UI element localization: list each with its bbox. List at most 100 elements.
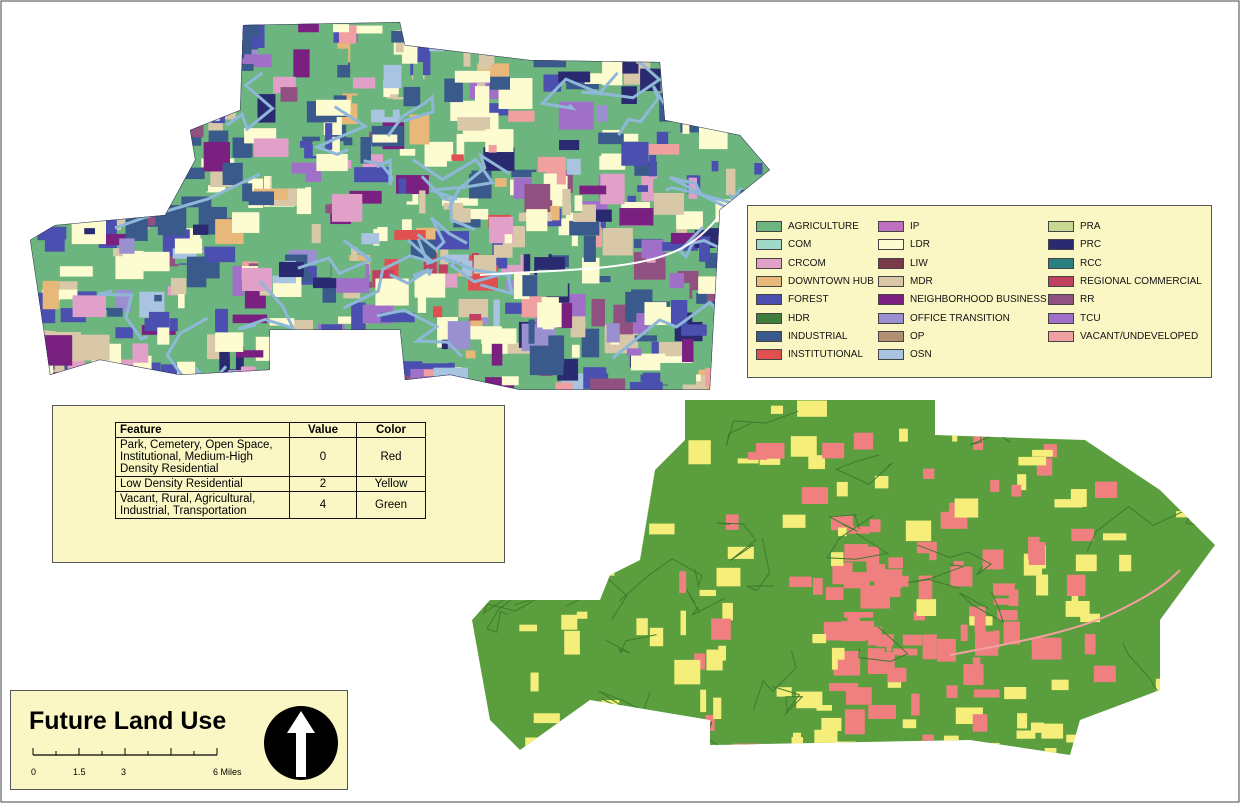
land-parcel — [140, 85, 174, 110]
land-parcel — [353, 25, 383, 34]
land-parcel — [325, 48, 349, 65]
suitability-parcel — [1075, 554, 1097, 572]
table-header: Value — [289, 422, 357, 438]
land-parcel — [368, 382, 396, 390]
land-parcel — [476, 32, 510, 55]
stream — [619, 558, 703, 602]
land-parcel — [433, 367, 469, 390]
land-parcel — [447, 321, 471, 350]
land-parcel — [737, 147, 766, 163]
stream — [686, 589, 726, 616]
land-parcel — [72, 164, 100, 179]
legend-item: TCU — [1048, 312, 1101, 324]
land-parcel — [705, 367, 721, 387]
land-parcel — [446, 22, 469, 32]
land-parcel — [285, 167, 296, 178]
legend-label: OFFICE TRANSITION — [910, 312, 1010, 324]
land-parcel — [116, 95, 136, 107]
land-parcel — [581, 328, 600, 358]
legend-swatch — [756, 294, 782, 306]
land-parcel — [574, 195, 583, 212]
land-parcel — [115, 327, 134, 339]
suitability-parcel — [916, 599, 937, 616]
suitability-parcel — [913, 612, 925, 621]
legend-item: IP — [878, 221, 919, 232]
stream — [53, 148, 156, 191]
suitability-map — [472, 400, 1215, 755]
legend-label: RR — [1080, 294, 1095, 306]
land-parcel — [681, 324, 707, 336]
land-parcel — [621, 141, 649, 166]
table-cell: Yellow — [356, 476, 426, 492]
land-parcel — [54, 123, 63, 140]
land-parcel — [559, 139, 591, 151]
land-parcel — [132, 35, 156, 58]
land-parcel — [105, 233, 128, 246]
suitability-parcel — [722, 602, 733, 621]
land-parcel — [79, 165, 96, 186]
land-parcel — [380, 312, 415, 323]
suitability-parcel — [993, 583, 1015, 596]
table-cell: 2 — [289, 476, 357, 492]
land-parcel — [116, 44, 125, 60]
stream — [97, 289, 148, 341]
suitability-parcel — [812, 577, 823, 595]
land-parcel — [231, 377, 267, 387]
suitability-parcel — [525, 737, 553, 755]
suitability-parcel — [841, 621, 867, 642]
land-parcel — [232, 314, 268, 324]
land-parcel — [590, 378, 626, 390]
suitability-parcel — [846, 526, 870, 534]
suitability-parcel — [972, 714, 988, 732]
suitability-parcel — [844, 611, 874, 618]
land-parcel — [120, 107, 151, 120]
stream — [664, 176, 704, 197]
land-parcel — [360, 136, 372, 164]
land-parcel — [331, 193, 363, 222]
suitability-parcel — [649, 627, 664, 647]
land-parcel — [275, 384, 292, 390]
land-parcel — [713, 22, 747, 35]
land-parcel — [41, 289, 78, 301]
suitability-parcel — [888, 557, 904, 569]
land-parcel — [760, 52, 770, 79]
land-parcel — [754, 158, 763, 175]
legend-label: OP — [910, 330, 925, 342]
stream — [98, 53, 142, 74]
suitability-parcel — [814, 729, 838, 747]
legend: AGRICULTURE COM CRCOM DOWNTOWN HUB FOREST HDR… — [747, 205, 1212, 378]
land-parcel — [356, 344, 389, 361]
land-parcel — [556, 38, 587, 50]
suitability-parcel — [616, 452, 629, 465]
land-parcel — [641, 239, 665, 259]
land-parcel — [501, 376, 519, 386]
land-parcel — [402, 219, 412, 240]
land-parcel — [53, 169, 85, 196]
land-parcel — [768, 136, 770, 145]
stream — [159, 66, 200, 109]
land-parcel — [718, 307, 747, 325]
suitability-parcel — [609, 716, 636, 732]
legend-label: INSTITUTIONAL — [788, 349, 864, 361]
land-parcel — [555, 23, 568, 39]
suitability-parcel — [1084, 634, 1096, 655]
land-parcel — [112, 44, 122, 60]
land-parcel — [740, 189, 747, 220]
land-parcel — [465, 350, 476, 359]
land-parcel — [59, 146, 71, 168]
stream — [376, 308, 464, 358]
legend-item: INSTITUTIONAL — [756, 349, 864, 361]
land-parcel — [722, 389, 739, 390]
land-parcel — [177, 23, 190, 31]
suitability-parcel — [619, 486, 648, 507]
legend-item: COM — [756, 239, 811, 251]
land-parcel — [42, 39, 74, 58]
land-parcel — [414, 273, 446, 298]
land-parcel — [115, 369, 149, 390]
land-parcel — [470, 54, 482, 77]
land-parcel — [372, 134, 398, 143]
land-parcel — [30, 68, 40, 98]
suitability-parcel — [866, 564, 886, 582]
stream — [834, 454, 893, 485]
land-parcel — [526, 209, 548, 232]
